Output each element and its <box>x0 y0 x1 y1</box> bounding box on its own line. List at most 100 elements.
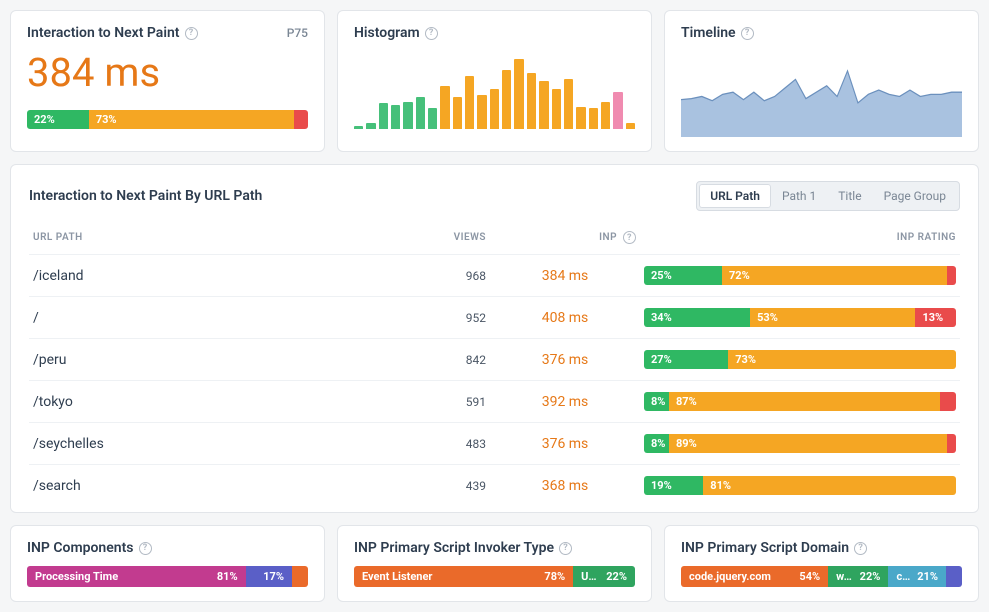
histogram-bar <box>564 79 573 129</box>
tab-page-group[interactable]: Page Group <box>873 184 957 208</box>
url-table: URL PATH VIEWS INP ? INP RATING /iceland… <box>29 225 960 506</box>
segment: w…22% <box>828 566 888 587</box>
rating-ni: 73% <box>728 350 956 369</box>
card-inp-invoker: INP Primary Script Invoker Type ? Event … <box>337 525 652 602</box>
tab-url-path[interactable]: URL Path <box>699 184 771 208</box>
table-row[interactable]: /iceland 968 384 ms 25%72% <box>29 255 960 297</box>
segment: 17% <box>246 566 292 587</box>
segment: c…21% <box>888 566 946 587</box>
table-row[interactable]: / 952 408 ms 34%53%13% <box>29 297 960 339</box>
rating-poor <box>940 392 956 411</box>
histogram-bar <box>626 123 635 129</box>
card-inp-main: Interaction to Next Paint ? P75 384 ms 2… <box>10 10 325 152</box>
info-icon[interactable]: ? <box>185 27 198 40</box>
title-text: INP Primary Script Domain <box>681 540 849 556</box>
title-text: INP Primary Script Invoker Type <box>354 540 554 556</box>
cell-rating: 34%53%13% <box>640 297 960 339</box>
card-inp-components: INP Components ? Processing Time81%17% <box>10 525 325 602</box>
histogram-bar <box>379 103 388 129</box>
card-title: Interaction to Next Paint ? <box>27 25 198 41</box>
rating-ni: 53% <box>750 308 915 327</box>
histogram-bar <box>601 102 610 129</box>
section-title: Interaction to Next Paint By URL Path <box>29 188 262 204</box>
cell-rating: 8%89% <box>640 423 960 465</box>
percentile-label: P75 <box>287 26 308 40</box>
histogram-bar <box>477 95 486 129</box>
rating-good: 34% <box>644 308 750 327</box>
cell-path: /iceland <box>29 255 410 297</box>
table-row[interactable]: /search 439 368 ms 19%81% <box>29 465 960 507</box>
col-rating[interactable]: INP RATING <box>640 225 960 255</box>
rating-poor <box>947 434 956 453</box>
cell-path: /seychelles <box>29 423 410 465</box>
cell-inp: 392 ms <box>490 381 640 423</box>
segment: code.jquery.com54% <box>681 566 828 587</box>
cell-views: 842 <box>410 339 490 381</box>
rating-ni: 73% <box>89 110 294 129</box>
title-text: Timeline <box>681 25 736 41</box>
col-views[interactable]: VIEWS <box>410 225 490 255</box>
component-bar: code.jquery.com54%w…22%c…21% <box>681 566 962 587</box>
info-icon[interactable]: ? <box>854 542 867 555</box>
cell-inp: 384 ms <box>490 255 640 297</box>
card-title: Histogram ? <box>354 25 635 41</box>
histogram-bar <box>490 89 499 129</box>
card-title: INP Primary Script Domain ? <box>681 540 962 556</box>
cell-views: 952 <box>410 297 490 339</box>
col-path[interactable]: URL PATH <box>29 225 410 255</box>
rating-good: 8% <box>644 434 669 453</box>
metric-value: 384 ms <box>27 49 308 96</box>
table-row[interactable]: /seychelles 483 376 ms 8%89% <box>29 423 960 465</box>
card-histogram: Histogram ? <box>337 10 652 152</box>
title-text: INP Components <box>27 540 134 556</box>
cell-views: 591 <box>410 381 490 423</box>
cell-path: /tokyo <box>29 381 410 423</box>
rating-bar: 22%73% <box>27 110 308 129</box>
title-text: Interaction to Next Paint By URL Path <box>29 188 262 204</box>
histogram-chart <box>354 41 635 129</box>
section-url-path: Interaction to Next Paint By URL Path UR… <box>10 164 979 513</box>
histogram-bar <box>589 108 598 129</box>
cell-inp: 376 ms <box>490 339 640 381</box>
rating-poor <box>947 266 956 285</box>
segment <box>946 566 962 587</box>
tab-title[interactable]: Title <box>827 184 872 208</box>
histogram-bar <box>403 102 412 129</box>
rating-good: 8% <box>644 392 669 411</box>
col-inp[interactable]: INP ? <box>490 225 640 255</box>
info-icon[interactable]: ? <box>623 231 636 244</box>
cell-rating: 25%72% <box>640 255 960 297</box>
component-bar: Processing Time81%17% <box>27 566 308 587</box>
histogram-bar <box>366 123 375 129</box>
card-title: INP Primary Script Invoker Type ? <box>354 540 635 556</box>
info-icon[interactable]: ? <box>741 27 754 40</box>
histogram-bar <box>502 70 511 129</box>
table-row[interactable]: /tokyo 591 392 ms 8%87% <box>29 381 960 423</box>
title-text: Histogram <box>354 25 420 41</box>
cell-inp: 368 ms <box>490 465 640 507</box>
cell-inp: 408 ms <box>490 297 640 339</box>
histogram-bar <box>527 73 536 129</box>
cell-rating: 8%87% <box>640 381 960 423</box>
histogram-bar <box>453 97 462 129</box>
rating-poor <box>294 110 308 129</box>
table-row[interactable]: /peru 842 376 ms 27%73% <box>29 339 960 381</box>
tab-path-1[interactable]: Path 1 <box>771 184 827 208</box>
cell-path: /search <box>29 465 410 507</box>
tab-group: URL PathPath 1TitlePage Group <box>696 181 960 211</box>
cell-views: 968 <box>410 255 490 297</box>
info-icon[interactable]: ? <box>139 542 152 555</box>
card-title: Timeline ? <box>681 25 962 41</box>
cell-path: / <box>29 297 410 339</box>
cell-inp: 376 ms <box>490 423 640 465</box>
segment: Event Listener78% <box>354 566 573 587</box>
cell-views: 483 <box>410 423 490 465</box>
histogram-bar <box>416 97 425 129</box>
cell-views: 439 <box>410 465 490 507</box>
rating-ni: 87% <box>669 392 940 411</box>
info-icon[interactable]: ? <box>425 27 438 40</box>
title-text: Interaction to Next Paint <box>27 25 180 41</box>
rating-ni: 72% <box>722 266 947 285</box>
info-icon[interactable]: ? <box>559 542 572 555</box>
cell-rating: 27%73% <box>640 339 960 381</box>
